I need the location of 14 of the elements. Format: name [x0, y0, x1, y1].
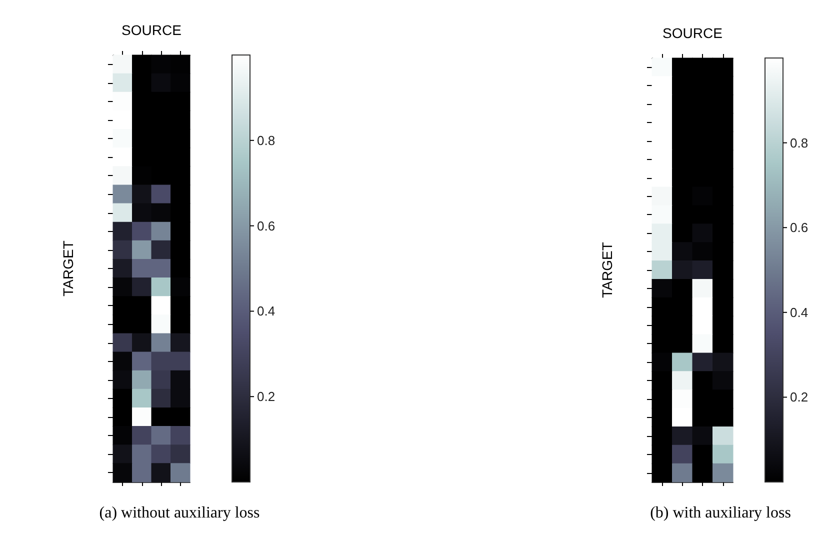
color-bar-label: 0.8 — [257, 132, 276, 148]
color-bar-label: 0.4 — [790, 304, 808, 320]
color-bar-label: 0.6 — [257, 218, 276, 234]
text: (a) without auxiliary loss — [99, 504, 260, 522]
text: (b) with auxiliary loss — [650, 504, 791, 522]
x-axis-title: SOURCE — [662, 25, 722, 41]
x-axis-title: SOURCE — [122, 22, 182, 38]
color-bar-label: 0.2 — [790, 390, 808, 405]
color-bar-label: 0.4 — [257, 304, 276, 319]
color-bar-label: 0.2 — [257, 389, 276, 404]
color-bar-label: 0.6 — [790, 220, 808, 236]
y-axis-title: TARGET — [599, 242, 615, 298]
y-axis-title: TARGET — [60, 240, 76, 296]
color-bar-label: 0.8 — [790, 135, 808, 150]
